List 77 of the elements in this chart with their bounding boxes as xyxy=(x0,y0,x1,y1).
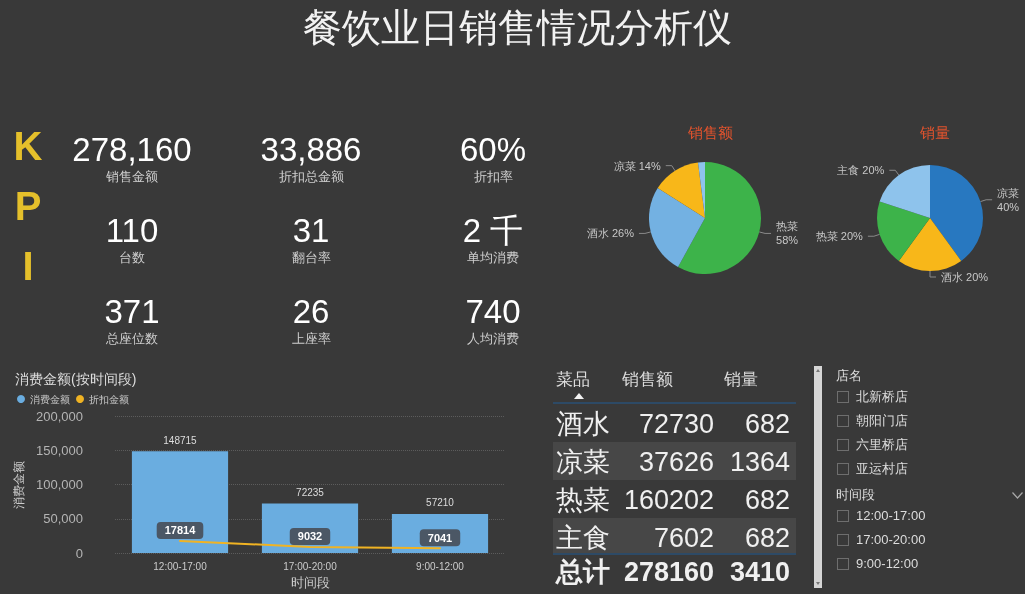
category-label: 总座位数 xyxy=(106,331,158,347)
data-label: 148715 xyxy=(163,434,198,446)
text: 销量 xyxy=(724,369,758,391)
category-label: 折扣总金额 xyxy=(278,169,344,185)
slice-label: 凉菜 xyxy=(997,186,1020,199)
slice-label: 酒水 26% xyxy=(586,227,635,240)
data-label: 72235 xyxy=(296,487,325,499)
x-axis-title: 时间段 xyxy=(290,575,330,590)
chart-title: 销售额 xyxy=(686,124,733,141)
category-label: 北新桥店 xyxy=(856,389,908,405)
category-label: 主食 xyxy=(556,522,610,555)
category-label: 凉菜 xyxy=(556,446,610,479)
y-tick-label: 0 xyxy=(75,545,83,561)
text: 740 xyxy=(465,293,521,330)
text: 2 千 xyxy=(462,212,524,249)
category-label: 热菜 xyxy=(556,484,610,517)
y-tick-label: 200,000 xyxy=(36,408,83,424)
category-label: 销售金额 xyxy=(106,169,158,185)
category-label: 人均消费 xyxy=(467,331,519,347)
text: 销售额 xyxy=(622,369,673,391)
slice-label: 主食 20% xyxy=(837,164,885,177)
text: 31 xyxy=(292,212,330,249)
data-label: 57210 xyxy=(426,497,455,509)
slice-label: 热菜 20% xyxy=(815,230,864,243)
data-label: 72730 xyxy=(638,408,714,441)
y-tick-label: 50,000 xyxy=(43,511,83,527)
text: 餐饮业日销售情况分析仪 xyxy=(302,5,732,51)
category-label: 台数 xyxy=(119,250,145,266)
y-tick-label: 100,000 xyxy=(36,477,83,493)
data-label: 7041 xyxy=(427,531,453,544)
text: KPI xyxy=(6,124,50,304)
data-label: 160202 xyxy=(623,484,714,517)
data-label: 17814 xyxy=(164,524,197,537)
data-label: 682 xyxy=(744,484,790,517)
category-label: 酒水 xyxy=(556,408,610,441)
text: 总计 xyxy=(556,556,610,589)
category-label: 折扣率 xyxy=(473,169,513,185)
chart-title: 消费金额(按时间段) xyxy=(15,371,137,387)
category-label: 翻台率 xyxy=(291,250,331,266)
text: 110 xyxy=(105,212,159,249)
y-axis-title: 消费金额 xyxy=(12,460,26,509)
bar xyxy=(131,451,229,554)
text: 时间段 xyxy=(836,487,875,503)
data-label: 37626 xyxy=(638,446,714,479)
legend-label: 折扣金额 xyxy=(89,393,129,405)
data-label: 9032 xyxy=(297,530,323,543)
category-label: 上座率 xyxy=(291,331,331,347)
text: 371 xyxy=(104,293,160,330)
text: 278,160 xyxy=(72,131,192,168)
data-label: 682 xyxy=(744,522,790,555)
data-label: 682 xyxy=(744,408,790,441)
text: 60% xyxy=(459,131,527,168)
data-label: 1364 xyxy=(729,446,790,479)
x-tick-label: 12:00-17:00 xyxy=(153,560,208,572)
y-tick-label: 150,000 xyxy=(36,442,83,458)
text: 33,886 xyxy=(260,131,362,168)
slice-label: 凉菜 14% xyxy=(613,159,661,172)
x-tick-label: 17:00-20:00 xyxy=(283,560,338,572)
data-label: 7602 xyxy=(653,522,714,555)
category-label: 六里桥店 xyxy=(856,437,908,453)
slice-label: 酒水 20% xyxy=(941,271,989,283)
text: 3410 xyxy=(729,557,790,587)
category-label: 亚运村店 xyxy=(856,461,908,477)
legend-label: 消费金额 xyxy=(30,393,70,405)
category-label: 12:00-17:00 xyxy=(856,508,926,524)
text: 26 xyxy=(292,293,330,330)
data-label: 40% xyxy=(997,200,1020,213)
x-tick-label: 9:00-12:00 xyxy=(416,560,465,572)
category-label: 朝阳门店 xyxy=(856,413,908,429)
text: 278160 xyxy=(623,557,714,587)
text: 店名 xyxy=(836,368,862,384)
category-label: 单均消费 xyxy=(467,250,519,266)
category-label: 17:00-20:00 xyxy=(856,532,926,548)
data-label: 58% xyxy=(776,234,799,247)
text: 菜品 xyxy=(556,369,590,391)
slice-label: 热菜 xyxy=(776,220,799,233)
chart-title: 销量 xyxy=(919,124,950,141)
